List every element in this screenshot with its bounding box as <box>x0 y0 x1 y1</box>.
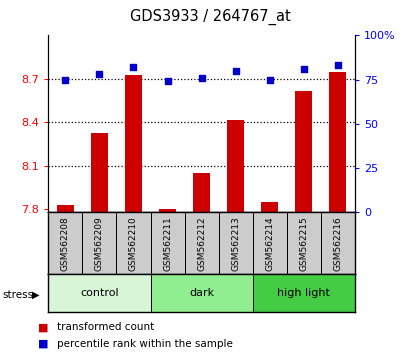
Bar <box>159 210 176 212</box>
Bar <box>116 212 150 274</box>
Text: GSM562209: GSM562209 <box>95 216 104 271</box>
Bar <box>184 212 219 274</box>
Bar <box>150 212 184 274</box>
Bar <box>287 212 321 274</box>
Text: GSM562216: GSM562216 <box>333 216 342 271</box>
Text: transformed count: transformed count <box>57 322 154 332</box>
Bar <box>150 274 253 312</box>
Bar <box>91 133 108 212</box>
Point <box>96 72 103 77</box>
Text: GSM562215: GSM562215 <box>299 216 308 271</box>
Text: percentile rank within the sample: percentile rank within the sample <box>57 339 233 349</box>
Point <box>300 66 307 72</box>
Text: GSM562212: GSM562212 <box>197 216 206 271</box>
Bar <box>48 212 82 274</box>
Text: GSM562211: GSM562211 <box>163 216 172 271</box>
Text: GSM562213: GSM562213 <box>231 216 240 271</box>
Bar <box>295 91 312 212</box>
Bar <box>125 75 142 212</box>
Bar <box>57 205 74 212</box>
Bar <box>253 274 355 312</box>
Bar <box>48 274 150 312</box>
Text: dark: dark <box>189 288 214 298</box>
Bar <box>329 72 346 212</box>
Point <box>266 77 273 82</box>
Bar <box>253 212 287 274</box>
Text: ■: ■ <box>38 339 48 349</box>
Text: GSM562208: GSM562208 <box>61 216 70 271</box>
Text: GDS3933 / 264767_at: GDS3933 / 264767_at <box>130 9 290 25</box>
Text: stress: stress <box>2 290 33 299</box>
Bar <box>261 202 278 212</box>
Point <box>232 68 239 74</box>
Bar <box>227 120 244 212</box>
Point <box>334 63 341 68</box>
Text: ▶: ▶ <box>32 290 39 299</box>
Text: ■: ■ <box>38 322 48 332</box>
Bar <box>82 212 116 274</box>
Text: GSM562214: GSM562214 <box>265 216 274 271</box>
Bar <box>193 173 210 212</box>
Text: high light: high light <box>277 288 330 298</box>
Point <box>198 75 205 81</box>
Text: GSM562210: GSM562210 <box>129 216 138 271</box>
Text: control: control <box>80 288 119 298</box>
Point <box>164 79 171 84</box>
Bar <box>321 212 355 274</box>
Bar <box>219 212 253 274</box>
Point <box>130 64 137 70</box>
Point <box>62 77 69 82</box>
